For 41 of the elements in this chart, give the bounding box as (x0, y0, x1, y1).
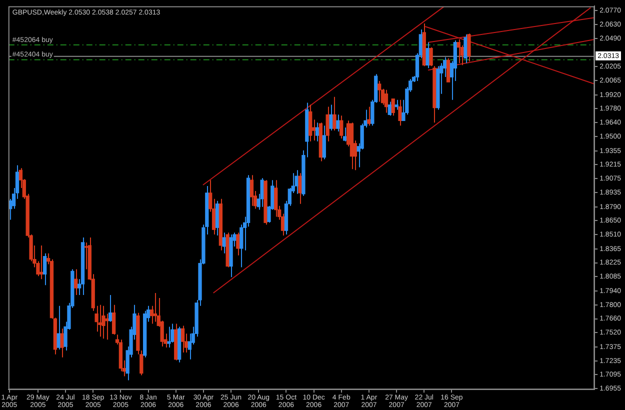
candlestick (464, 34, 468, 64)
candlestick (398, 99, 402, 126)
candlestick (105, 313, 109, 340)
candlestick (250, 174, 254, 206)
candlestick (367, 106, 371, 126)
candlestick (467, 33, 471, 62)
candlestick (332, 96, 336, 132)
candlestick (298, 172, 302, 204)
candlestick (40, 244, 44, 280)
candlestick (74, 268, 78, 296)
candlestick (274, 180, 278, 218)
candlestick (384, 89, 388, 114)
candlestick (377, 80, 382, 102)
candlestick (394, 99, 398, 110)
candlestick (388, 101, 392, 116)
candlestick (336, 114, 340, 132)
candlestick (294, 170, 298, 194)
candlestick (315, 122, 320, 142)
candlestick (340, 115, 344, 139)
candlestick (329, 104, 333, 132)
candlestick (343, 127, 347, 142)
candlestick (108, 294, 112, 322)
candlestick (260, 178, 264, 208)
candlestick (236, 232, 240, 256)
candlestick (112, 304, 116, 336)
candlestick (456, 38, 460, 64)
candlestick (429, 46, 433, 67)
candlestick (153, 292, 158, 322)
candlestick (391, 98, 395, 116)
candlestick (102, 305, 106, 340)
candlestick (98, 304, 102, 338)
candlestick (60, 328, 64, 358)
candlestick (94, 305, 98, 332)
candlestick (170, 323, 174, 344)
candlestick (167, 326, 171, 348)
candlestick (43, 252, 47, 286)
candlestick (322, 125, 326, 160)
candlestick (240, 224, 244, 268)
candlestick (180, 325, 185, 353)
candlestick (222, 232, 226, 254)
candlestick (446, 58, 450, 82)
